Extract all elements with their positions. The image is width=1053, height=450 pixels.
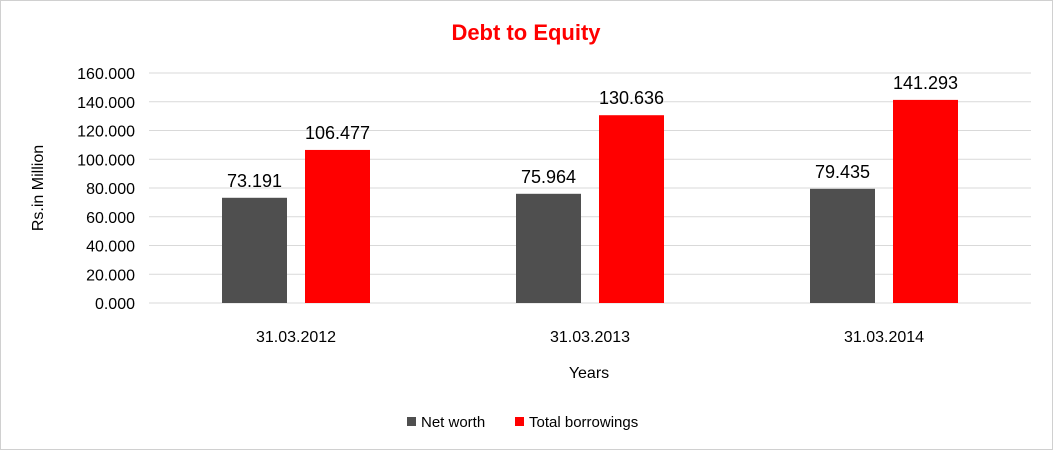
bar-net-worth — [810, 188, 875, 303]
y-tick-label: 80.000 — [86, 181, 135, 198]
bar-total-borrowings — [599, 115, 664, 303]
grid-lines — [149, 72, 1031, 275]
x-axis-label: Years — [569, 365, 609, 382]
bar-total-borrowings — [305, 149, 370, 303]
y-tick-label: 40.000 — [86, 239, 135, 256]
bar-net-worth — [222, 197, 287, 303]
y-axis-ticks: 0.000 20.000 40.000 60.000 80.000 100.000 120.… — [77, 66, 135, 313]
y-tick-label: 140.000 — [77, 95, 135, 112]
x-tick-label: 31.03.2012 — [256, 329, 336, 346]
data-label: 141.293 — [893, 73, 958, 93]
legend-label: Net worth — [421, 414, 485, 431]
x-tick-label: 31.03.2014 — [844, 329, 924, 346]
y-tick-label: 160.000 — [77, 66, 135, 83]
y-tick-label: 120.000 — [77, 124, 135, 141]
chart-title: Debt to Equity — [451, 20, 601, 45]
x-tick-label: 31.03.2013 — [550, 329, 630, 346]
data-label: 106.477 — [305, 123, 370, 143]
y-tick-label: 100.000 — [77, 152, 135, 169]
bar-total-borrowings — [893, 99, 958, 303]
data-label: 75.964 — [521, 167, 576, 187]
y-tick-label: 0.000 — [95, 296, 135, 313]
y-axis-label: Rs.in Million — [30, 145, 47, 231]
legend-label: Total borrowings — [529, 414, 638, 431]
y-tick-label: 60.000 — [86, 210, 135, 227]
data-label: 79.435 — [815, 162, 870, 182]
bars: 73.191 106.477 75.964 130.636 79.435 141.293 — [222, 73, 958, 303]
legend-swatch — [407, 417, 416, 426]
legend-swatch — [515, 417, 524, 426]
x-axis-ticks: 31.03.2012 31.03.2013 31.03.2014 — [256, 329, 924, 346]
bar-net-worth — [516, 193, 581, 303]
data-label: 130.636 — [599, 88, 664, 108]
legend: Net worth Total borrowings — [407, 414, 638, 431]
y-tick-label: 20.000 — [86, 267, 135, 284]
data-label: 73.191 — [227, 171, 282, 191]
